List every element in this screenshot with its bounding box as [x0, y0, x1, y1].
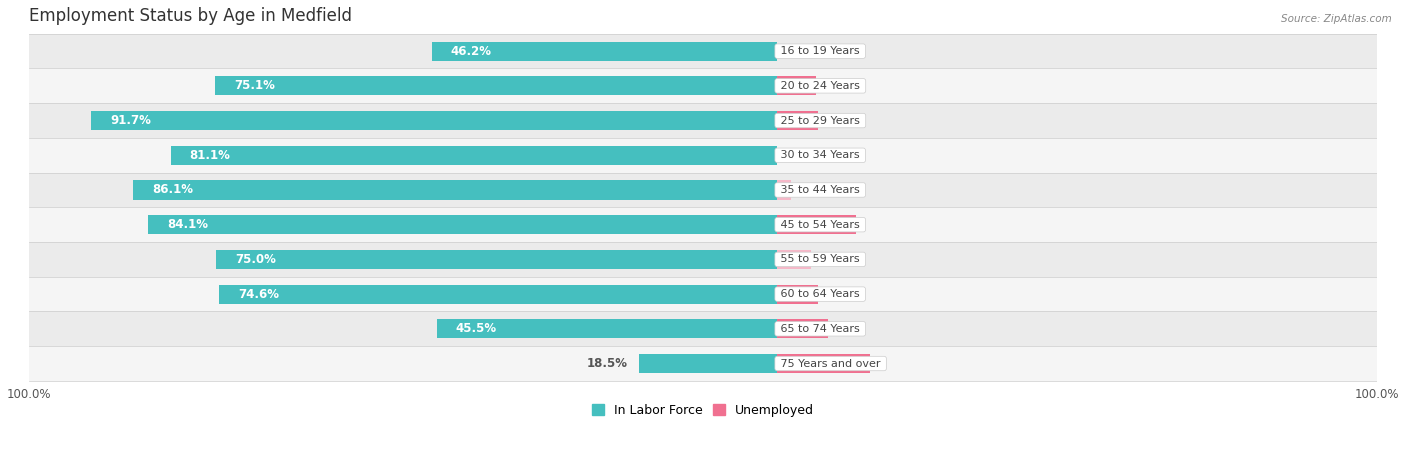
Legend: In Labor Force, Unemployed: In Labor Force, Unemployed — [586, 399, 820, 422]
Text: 60 to 64 Years: 60 to 64 Years — [778, 289, 863, 299]
Bar — [219, 285, 778, 304]
Text: 30 to 34 Years: 30 to 34 Years — [778, 150, 863, 160]
Bar — [30, 242, 1376, 277]
Bar — [778, 285, 817, 304]
Text: 16 to 19 Years: 16 to 19 Years — [778, 46, 863, 56]
Text: 81.1%: 81.1% — [190, 149, 231, 162]
Text: 1.9%: 1.9% — [799, 184, 831, 197]
Text: 10.6%: 10.6% — [811, 218, 852, 231]
Bar — [134, 180, 778, 199]
Text: 75.1%: 75.1% — [235, 79, 276, 92]
Text: 6.8%: 6.8% — [792, 322, 824, 335]
Text: 45 to 54 Years: 45 to 54 Years — [778, 220, 863, 230]
Text: 46.2%: 46.2% — [450, 45, 491, 58]
Text: 5.5%: 5.5% — [782, 114, 814, 127]
Bar — [30, 346, 1376, 381]
Text: 5.4%: 5.4% — [780, 288, 814, 301]
Bar — [170, 146, 778, 165]
Text: 75.0%: 75.0% — [235, 253, 276, 266]
Text: 74.6%: 74.6% — [238, 288, 278, 301]
Text: 4.5%: 4.5% — [818, 253, 851, 266]
Text: 0.0%: 0.0% — [785, 149, 817, 162]
Text: 18.5%: 18.5% — [586, 357, 627, 370]
Text: 5.2%: 5.2% — [779, 79, 813, 92]
Bar — [30, 207, 1376, 242]
Text: 91.7%: 91.7% — [110, 114, 150, 127]
Bar — [778, 180, 792, 199]
Bar — [638, 354, 778, 373]
Bar — [30, 173, 1376, 207]
Text: 20 to 24 Years: 20 to 24 Years — [778, 81, 863, 91]
Bar — [778, 76, 815, 96]
Bar — [148, 215, 778, 234]
Bar — [217, 250, 778, 269]
Bar — [30, 138, 1376, 173]
Bar — [30, 69, 1376, 103]
Text: Employment Status by Age in Medfield: Employment Status by Age in Medfield — [30, 7, 352, 25]
Bar — [30, 34, 1376, 69]
Bar — [91, 111, 778, 130]
Bar — [215, 76, 778, 96]
Text: 84.1%: 84.1% — [167, 218, 208, 231]
Text: 25 to 29 Years: 25 to 29 Years — [778, 115, 863, 125]
Bar — [778, 250, 811, 269]
Text: 55 to 59 Years: 55 to 59 Years — [778, 254, 863, 264]
Bar — [30, 277, 1376, 312]
Bar — [30, 312, 1376, 346]
Text: 65 to 74 Years: 65 to 74 Years — [778, 324, 863, 334]
Text: 75 Years and over: 75 Years and over — [778, 359, 884, 368]
Bar — [778, 215, 856, 234]
Bar — [778, 354, 870, 373]
Text: 86.1%: 86.1% — [152, 184, 193, 197]
Text: 35 to 44 Years: 35 to 44 Years — [778, 185, 863, 195]
Text: 12.4%: 12.4% — [825, 357, 866, 370]
Bar — [30, 103, 1376, 138]
Text: Source: ZipAtlas.com: Source: ZipAtlas.com — [1281, 14, 1392, 23]
Bar — [778, 319, 828, 338]
Bar — [778, 111, 818, 130]
Text: 45.5%: 45.5% — [456, 322, 496, 335]
Text: 0.0%: 0.0% — [785, 45, 817, 58]
Bar — [432, 41, 778, 61]
Bar — [437, 319, 778, 338]
